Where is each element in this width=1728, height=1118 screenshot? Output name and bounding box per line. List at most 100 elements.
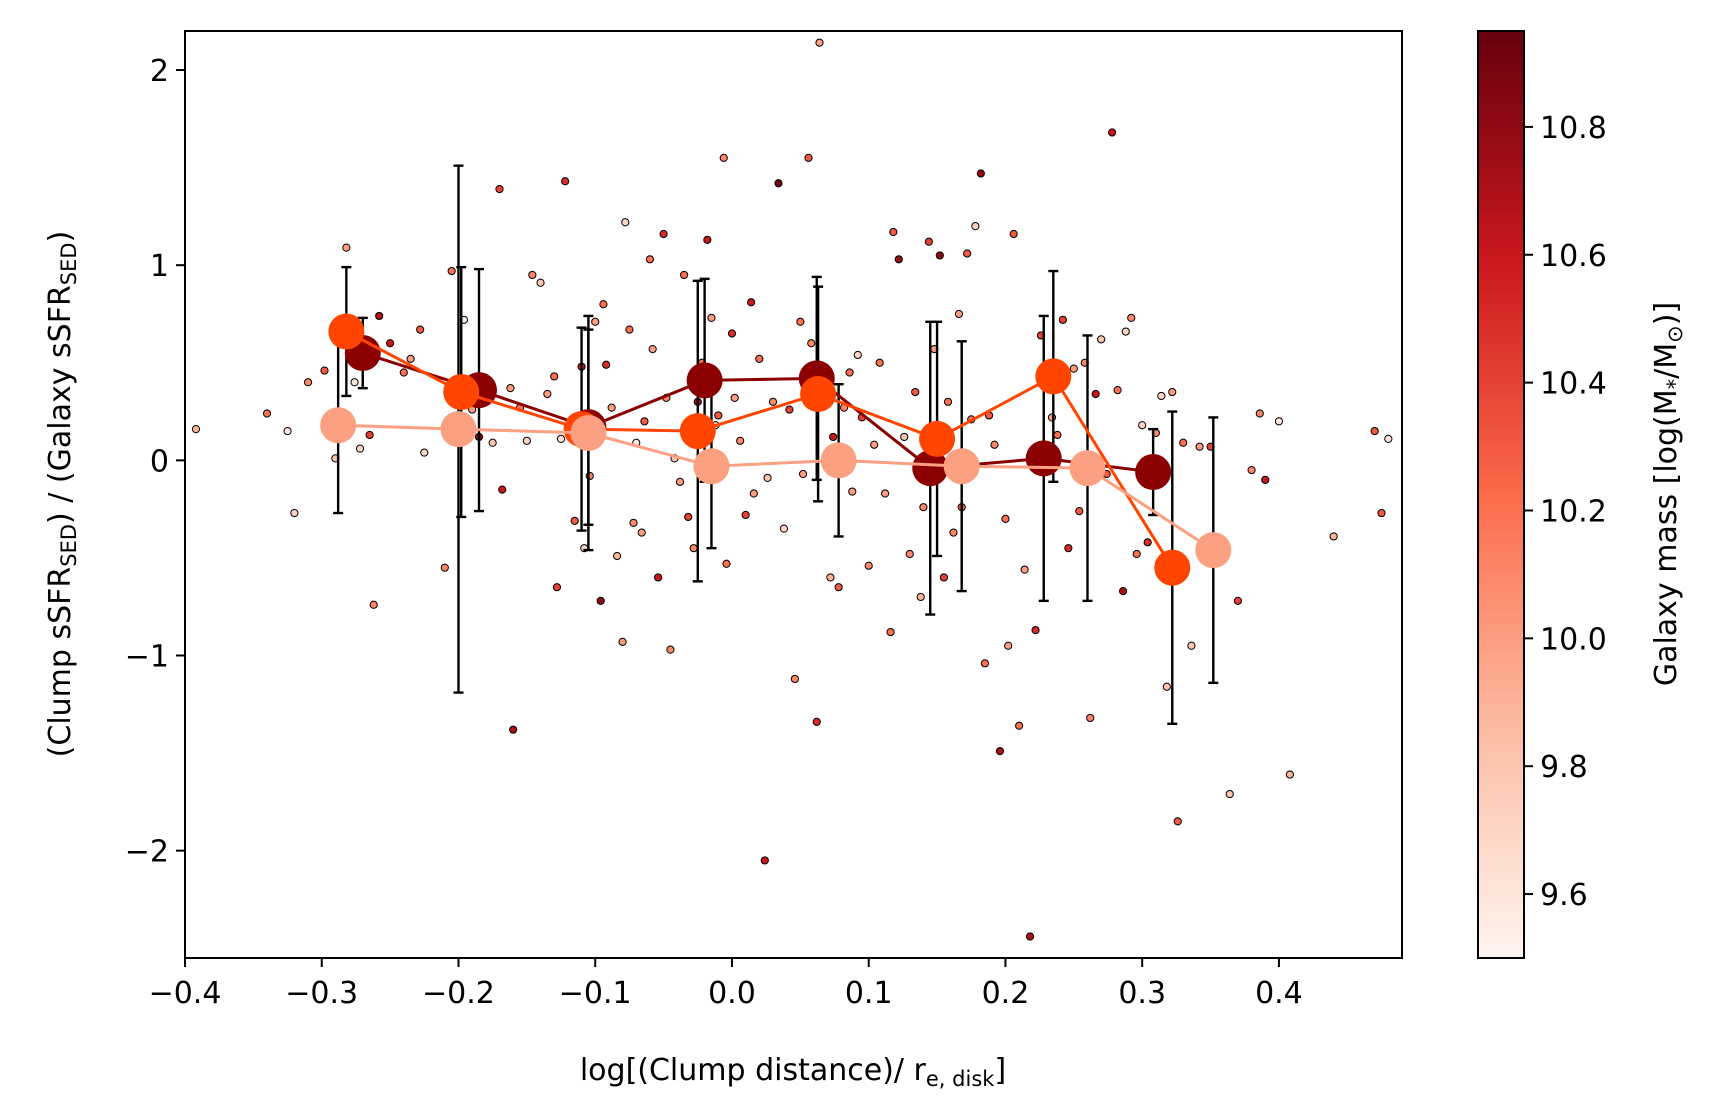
series-marker [679,413,716,450]
scatter-point [596,596,605,605]
scatter-point [916,592,925,602]
scatter-point [659,229,668,239]
series-marker [440,411,477,448]
scatter-point [804,153,813,162]
scatter-point [1086,713,1095,723]
scatter-point [369,600,378,609]
scatter-point [1195,442,1204,451]
scatter-point [935,251,944,260]
scatter-point [763,473,772,483]
scatter-point [645,255,655,264]
scatter-point [1097,335,1106,344]
scatter-point [550,372,559,381]
scatter-point [1001,514,1010,523]
scatter-point [976,169,985,178]
scatter-point [1168,387,1177,397]
x-tick-label: 0.1 [845,976,893,1011]
x-tick-label: 0.3 [1118,976,1166,1011]
scatter-point [1015,721,1024,730]
scatter-point [283,426,292,436]
scatter-point [552,583,562,592]
scatter-point [834,583,843,592]
colorbar-tick-label: 10.2 [1540,494,1607,529]
x-tick-label: 0.2 [982,976,1030,1011]
series-marker [1195,532,1232,569]
scatter-point [741,510,750,520]
scatter-point [939,573,949,582]
colorbar-label: Galaxy mass [log(M*/M⊙)] [1649,302,1687,686]
scatter-point [1009,229,1018,239]
colorbar-tick-label: 9.8 [1540,750,1588,785]
series-marker [328,313,365,350]
series-marker [820,442,857,479]
scatter-point [1384,434,1393,443]
x-tick-label: −0.3 [285,976,358,1011]
scatter-point [602,360,611,369]
plot-frame [184,30,1403,959]
scatter-point [618,637,627,646]
series-line [345,330,1174,569]
scatter-point [703,235,712,244]
scatter-point [864,561,873,570]
scatter-point [963,249,972,258]
scatter-point [666,645,675,654]
scatter-point [1075,506,1084,516]
scatter-point [774,179,783,188]
series-marker [1135,454,1172,491]
scatter-point [675,477,685,486]
scatter-point [1173,817,1182,826]
scatter-point [625,325,634,334]
x-tick-label: 0.4 [1255,976,1303,1011]
scatter-point [894,255,903,264]
scatter-point [440,563,449,572]
scatter-point [1261,475,1270,484]
scatter-point [1225,789,1234,799]
scatter-point [416,325,425,334]
colorbar-tick-label: 10.8 [1540,111,1607,146]
scatter-point [640,417,649,426]
scatter-point [191,425,201,434]
scatter-point [1031,626,1040,635]
x-tick-label: 0.0 [708,976,756,1011]
scatter-point [1132,549,1141,559]
y-tick-label: 0 [150,444,169,479]
colorbar-tick-label: 10.4 [1540,367,1607,402]
scatter-point [1274,417,1284,426]
scatter-point [1127,313,1136,322]
scatter-point [1020,565,1029,574]
series-marker [570,415,607,452]
series-marker [686,362,723,399]
series-marker [693,448,730,485]
scatter-point [881,489,890,498]
scatter-point [924,237,933,246]
scatter-point [905,549,914,559]
scatter-point [561,177,570,186]
scatter-point [689,544,698,553]
colorbar-gradient [1477,30,1525,959]
scatter-point [747,298,756,307]
scatter-point [980,659,990,668]
scatter-point [719,153,728,162]
scatter-point [1004,641,1013,650]
scatter-point [798,469,808,479]
scatter-point [1025,932,1035,941]
scatter-point [1108,128,1117,137]
scatter-point [355,444,365,453]
scatter-point [420,448,429,457]
scatter-point [707,313,716,322]
scatter-point [749,489,758,498]
scatter-point [971,222,980,231]
scatter-point [1233,596,1243,605]
scatter-point [1157,391,1166,401]
scatter-point [303,378,313,387]
scatter-point [536,278,545,287]
scatter-point [1118,587,1128,596]
scatter-point [375,311,384,321]
scatter-point [870,440,879,449]
scatter-point [629,518,638,527]
scatter-point [365,430,374,440]
colorbar-tick-label: 9.6 [1540,878,1588,913]
scatter-point [1285,770,1294,779]
series-marker [1069,450,1106,487]
scatter-point [488,438,497,447]
